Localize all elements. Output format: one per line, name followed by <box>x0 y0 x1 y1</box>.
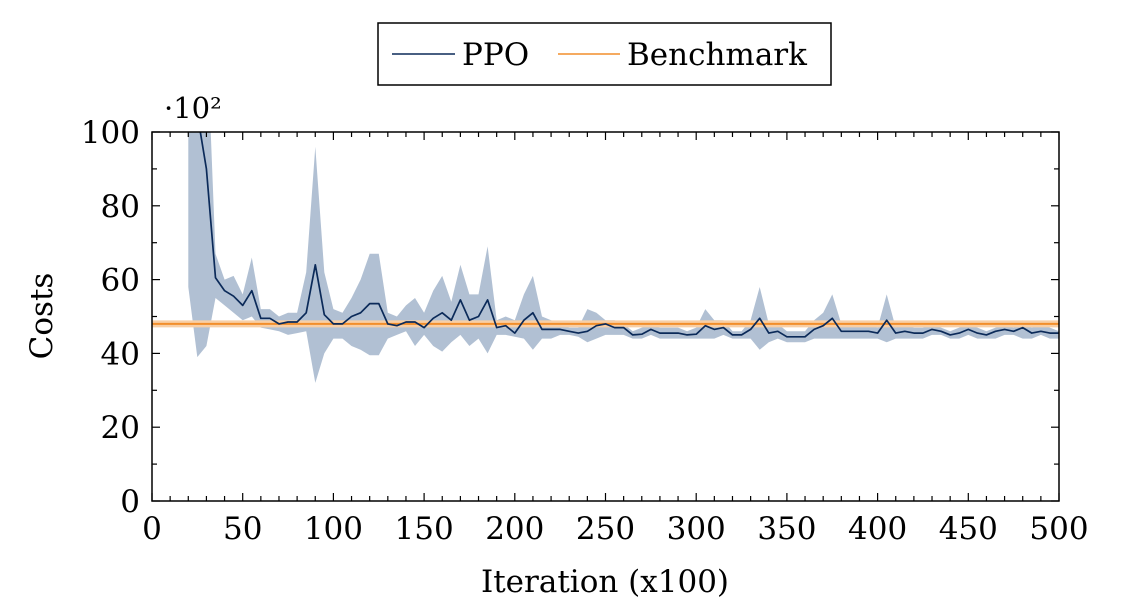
x-tick-label: 150 <box>395 511 454 547</box>
ppo-confidence-band <box>188 132 1059 383</box>
y-scale-label: ·10² <box>164 91 222 125</box>
legend-label-benchmark: Benchmark <box>627 37 807 73</box>
x-tick-label: 350 <box>757 511 816 547</box>
x-tick-label: 400 <box>848 511 907 547</box>
x-tick-label: 50 <box>223 511 262 547</box>
y-tick-label: 60 <box>101 263 140 299</box>
y-tick-label: 40 <box>101 336 140 372</box>
x-tick-label: 100 <box>304 511 363 547</box>
x-tick-label: 300 <box>667 511 726 547</box>
x-tick-label: 0 <box>142 511 162 547</box>
axis-ticks <box>151 131 1060 502</box>
x-tick-label: 200 <box>485 511 544 547</box>
y-axis-title: Costs <box>24 273 60 360</box>
y-tick-label: 100 <box>81 115 140 151</box>
y-tick-label: 20 <box>101 410 140 446</box>
x-tick-label: 450 <box>939 511 998 547</box>
x-tick-label: 250 <box>576 511 635 547</box>
x-tick-labels: 0 50 100 150 200 250 300 350 400 450 500 <box>142 511 1088 547</box>
y-tick-labels: 0 20 40 60 80 100 <box>81 115 140 520</box>
y-tick-label: 80 <box>101 189 140 225</box>
x-tick-label: 500 <box>1029 511 1088 547</box>
y-tick-label: 0 <box>120 484 140 520</box>
legend-label-ppo: PPO <box>462 37 529 73</box>
ppo-line <box>199 132 1059 338</box>
x-axis-title: Iteration (x100) <box>481 564 729 600</box>
legend: PPO Benchmark <box>377 22 832 86</box>
